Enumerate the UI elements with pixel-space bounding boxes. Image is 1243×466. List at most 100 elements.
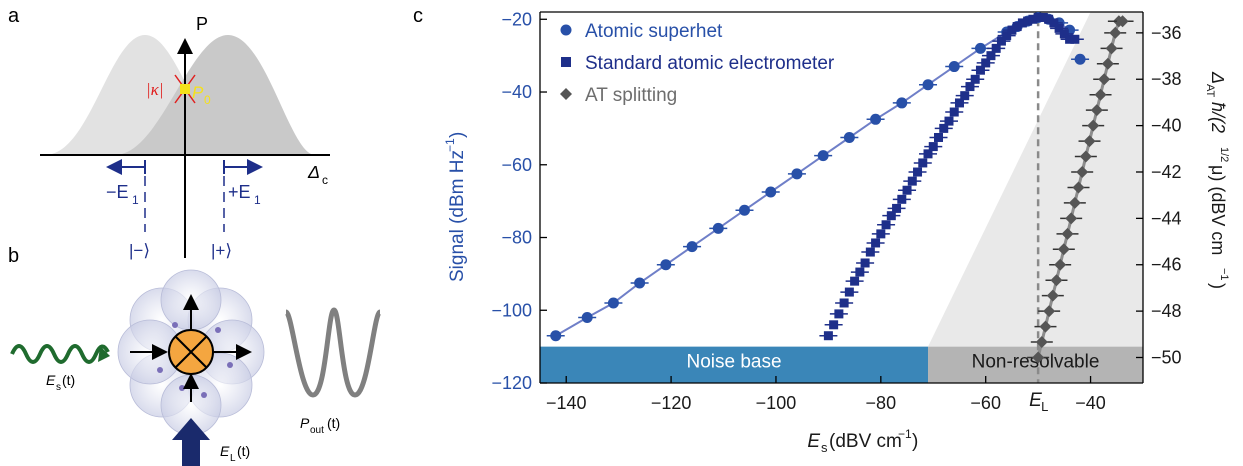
y2-tick-label: −44 (1151, 208, 1182, 228)
at-point (1072, 181, 1085, 194)
x-tick-label: −120 (651, 393, 692, 413)
legend-label: AT splitting (585, 85, 677, 106)
standard-point (975, 65, 985, 75)
superhet-point (581, 312, 593, 324)
el-sub: L (230, 453, 236, 464)
legend: Atomic superhet Standard atomic electrome… (560, 21, 835, 106)
standard-point (923, 149, 933, 159)
es-arrowhead (98, 346, 110, 362)
data-marks (546, 11, 1134, 364)
standard-point (1023, 16, 1033, 26)
standard-point (865, 247, 875, 257)
p0-sub: 0 (204, 93, 211, 107)
y-axis-left-label: Signal (dBm Hz −1 ) (443, 132, 468, 282)
standard-point (860, 258, 870, 268)
atom-cross-2 (175, 336, 207, 368)
x-tick-label: −140 (546, 393, 587, 413)
standard-point (965, 82, 975, 92)
y2-tick-label: −38 (1151, 69, 1182, 89)
y2-tick-label: −48 (1151, 301, 1182, 321)
y-right-close: ) (1208, 283, 1228, 289)
el-arg: (t) (237, 443, 250, 459)
es-arg: (t) (62, 372, 75, 388)
superhet-point (660, 259, 672, 271)
superhet-point (896, 97, 908, 109)
superhet-point (550, 330, 562, 342)
y-tick-label: −20 (501, 9, 532, 29)
nonresolvable-shade (928, 12, 1143, 347)
standard-point (850, 276, 860, 286)
y-left-main: Signal (dBm Hz (447, 150, 468, 282)
at-point (1094, 88, 1107, 101)
superhet-point (948, 61, 960, 73)
standard-point (839, 298, 849, 308)
plot-axes: −140 −120 −100 −80 −60 −40 −120 −100 −80 −60 −40 −2… (491, 9, 1181, 413)
superhet-point (1074, 53, 1086, 65)
gaussian-right (115, 35, 315, 155)
superhet-point (634, 277, 646, 289)
standard-point (1028, 14, 1038, 24)
x-label-main: E (807, 431, 820, 452)
standard-point (949, 107, 959, 117)
legend-marker-standard (561, 57, 571, 67)
superhet-point (712, 222, 724, 234)
y2-tick-label: −36 (1151, 23, 1182, 43)
at-point (1061, 227, 1074, 240)
pout-wave (283, 307, 383, 398)
standard-point (871, 238, 881, 248)
y-right-exp2: −1 (1218, 268, 1230, 281)
panel-a-letter: a (8, 5, 20, 27)
standard-point (907, 176, 917, 186)
y2-tick-label: −46 (1151, 255, 1182, 275)
standard-point (1054, 23, 1064, 33)
es-wave (10, 344, 110, 364)
superhet-point (870, 113, 882, 125)
y-right-exp: 1/2 (1218, 147, 1230, 162)
at-point (1050, 274, 1063, 287)
minus-e1-label: −E (106, 182, 129, 202)
standard-point (944, 116, 954, 126)
standard-point (913, 167, 923, 177)
at-point (1054, 258, 1067, 271)
standard-point (876, 229, 886, 239)
superhet-point (686, 241, 698, 253)
svg-text:E: E (807, 431, 820, 452)
y2-tick-label: −40 (1151, 116, 1182, 136)
standard-point (1002, 31, 1012, 41)
el-marker: E (1029, 390, 1042, 411)
x-tick-label: −80 (866, 393, 897, 413)
nonresolvable-label: Non-resolvable (972, 352, 1100, 373)
noise-base-label: Noise base (686, 352, 781, 373)
delta-c-sub: c (322, 173, 328, 187)
at-point (1035, 335, 1048, 348)
y-right-mid: ħ/(2 (1208, 102, 1228, 133)
standard-point (954, 98, 964, 108)
standard-point (1049, 18, 1059, 28)
standard-point (1007, 25, 1017, 35)
y-left-close: ) (447, 132, 468, 138)
pout-sub: out (310, 425, 324, 436)
at-point (1039, 320, 1052, 333)
at-point (1032, 351, 1045, 364)
y-tick-label: −80 (501, 228, 532, 248)
panel-c-letter: c (413, 5, 423, 27)
y-left-exp: −1 (443, 138, 457, 152)
at-point (1046, 289, 1059, 302)
panel-b-letter: b (8, 245, 19, 267)
y-tick-label: −100 (491, 300, 532, 320)
pout-label: P (300, 415, 310, 431)
x-tick-label: −100 (756, 393, 797, 413)
standard-point (1017, 18, 1027, 28)
standard-point (1059, 29, 1069, 39)
legend-marker-at (560, 88, 572, 100)
pout-arg: (t) (327, 415, 340, 431)
legend-label: Standard atomic electrometer (585, 53, 835, 74)
at-point (1101, 57, 1114, 70)
legend-marker-superhet (560, 24, 572, 36)
nonresolvable-bar (928, 346, 1143, 383)
standard-point (844, 287, 854, 297)
superhet-point (974, 42, 986, 54)
y-tick-label: −40 (501, 82, 532, 102)
y2-tick-label: −42 (1151, 162, 1182, 182)
